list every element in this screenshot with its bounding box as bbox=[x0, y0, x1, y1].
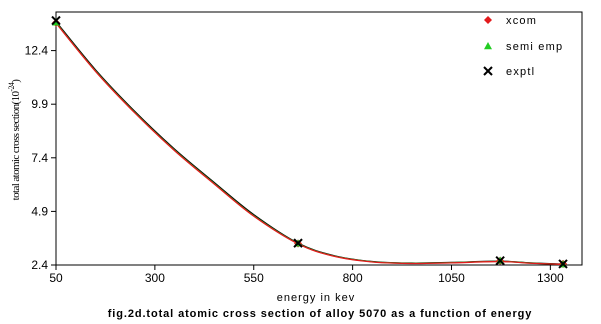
legend: xcom semi emp exptl bbox=[483, 15, 563, 78]
y-axis-unit-close: ) bbox=[10, 79, 22, 83]
y-tick-label: 2.4 bbox=[31, 258, 48, 272]
legend-label: exptl bbox=[506, 66, 535, 78]
y-axis-label: total atomic cross section bbox=[10, 103, 22, 200]
figure-caption: fig.2d.total atomic cross section of all… bbox=[108, 308, 533, 320]
exptl-marker bbox=[293, 238, 303, 248]
y-tick-label: 7.4 bbox=[31, 151, 48, 165]
legend-label: xcom bbox=[506, 15, 537, 27]
x-axis-label: energy in kev bbox=[277, 292, 355, 304]
y-tick-label: 4.9 bbox=[31, 204, 48, 218]
x-axis: 50 300 550 800 1050 1300 bbox=[49, 265, 564, 285]
series-curve bbox=[55, 21, 564, 265]
semi-emp-marker bbox=[484, 42, 492, 50]
legend-label: semi emp bbox=[506, 41, 563, 53]
y-tick-label: 12.4 bbox=[25, 44, 49, 58]
y-tick-label: 9.9 bbox=[31, 97, 48, 111]
x-tick-label: 800 bbox=[343, 271, 363, 285]
plot-frame bbox=[55, 11, 583, 266]
xcom-marker bbox=[484, 16, 492, 24]
exptl-marker bbox=[483, 66, 493, 76]
x-tick-label: 1050 bbox=[438, 271, 465, 285]
svg-text:total atomic cross section(10-: total atomic cross section(10-24) bbox=[7, 79, 22, 201]
x-tick-label: 50 bbox=[49, 271, 63, 285]
y-axis-label-group: total atomic cross section(10-24) bbox=[7, 79, 22, 201]
y-axis-unit-open: (10 bbox=[10, 90, 22, 104]
x-tick-label: 1300 bbox=[537, 271, 564, 285]
series-markers bbox=[51, 15, 568, 269]
y-axis-unit-exponent: -24 bbox=[7, 82, 16, 91]
series-lines bbox=[55, 21, 564, 266]
exptl-marker bbox=[51, 15, 61, 26]
y-axis: 2.4 4.9 7.4 9.9 12.4 bbox=[25, 44, 56, 272]
exptl-marker bbox=[558, 259, 568, 269]
exptl-marker bbox=[495, 256, 505, 266]
x-tick-label: 300 bbox=[145, 271, 165, 285]
x-tick-label: 550 bbox=[244, 271, 264, 285]
series-curve bbox=[55, 22, 564, 266]
series-curve bbox=[55, 22, 564, 266]
